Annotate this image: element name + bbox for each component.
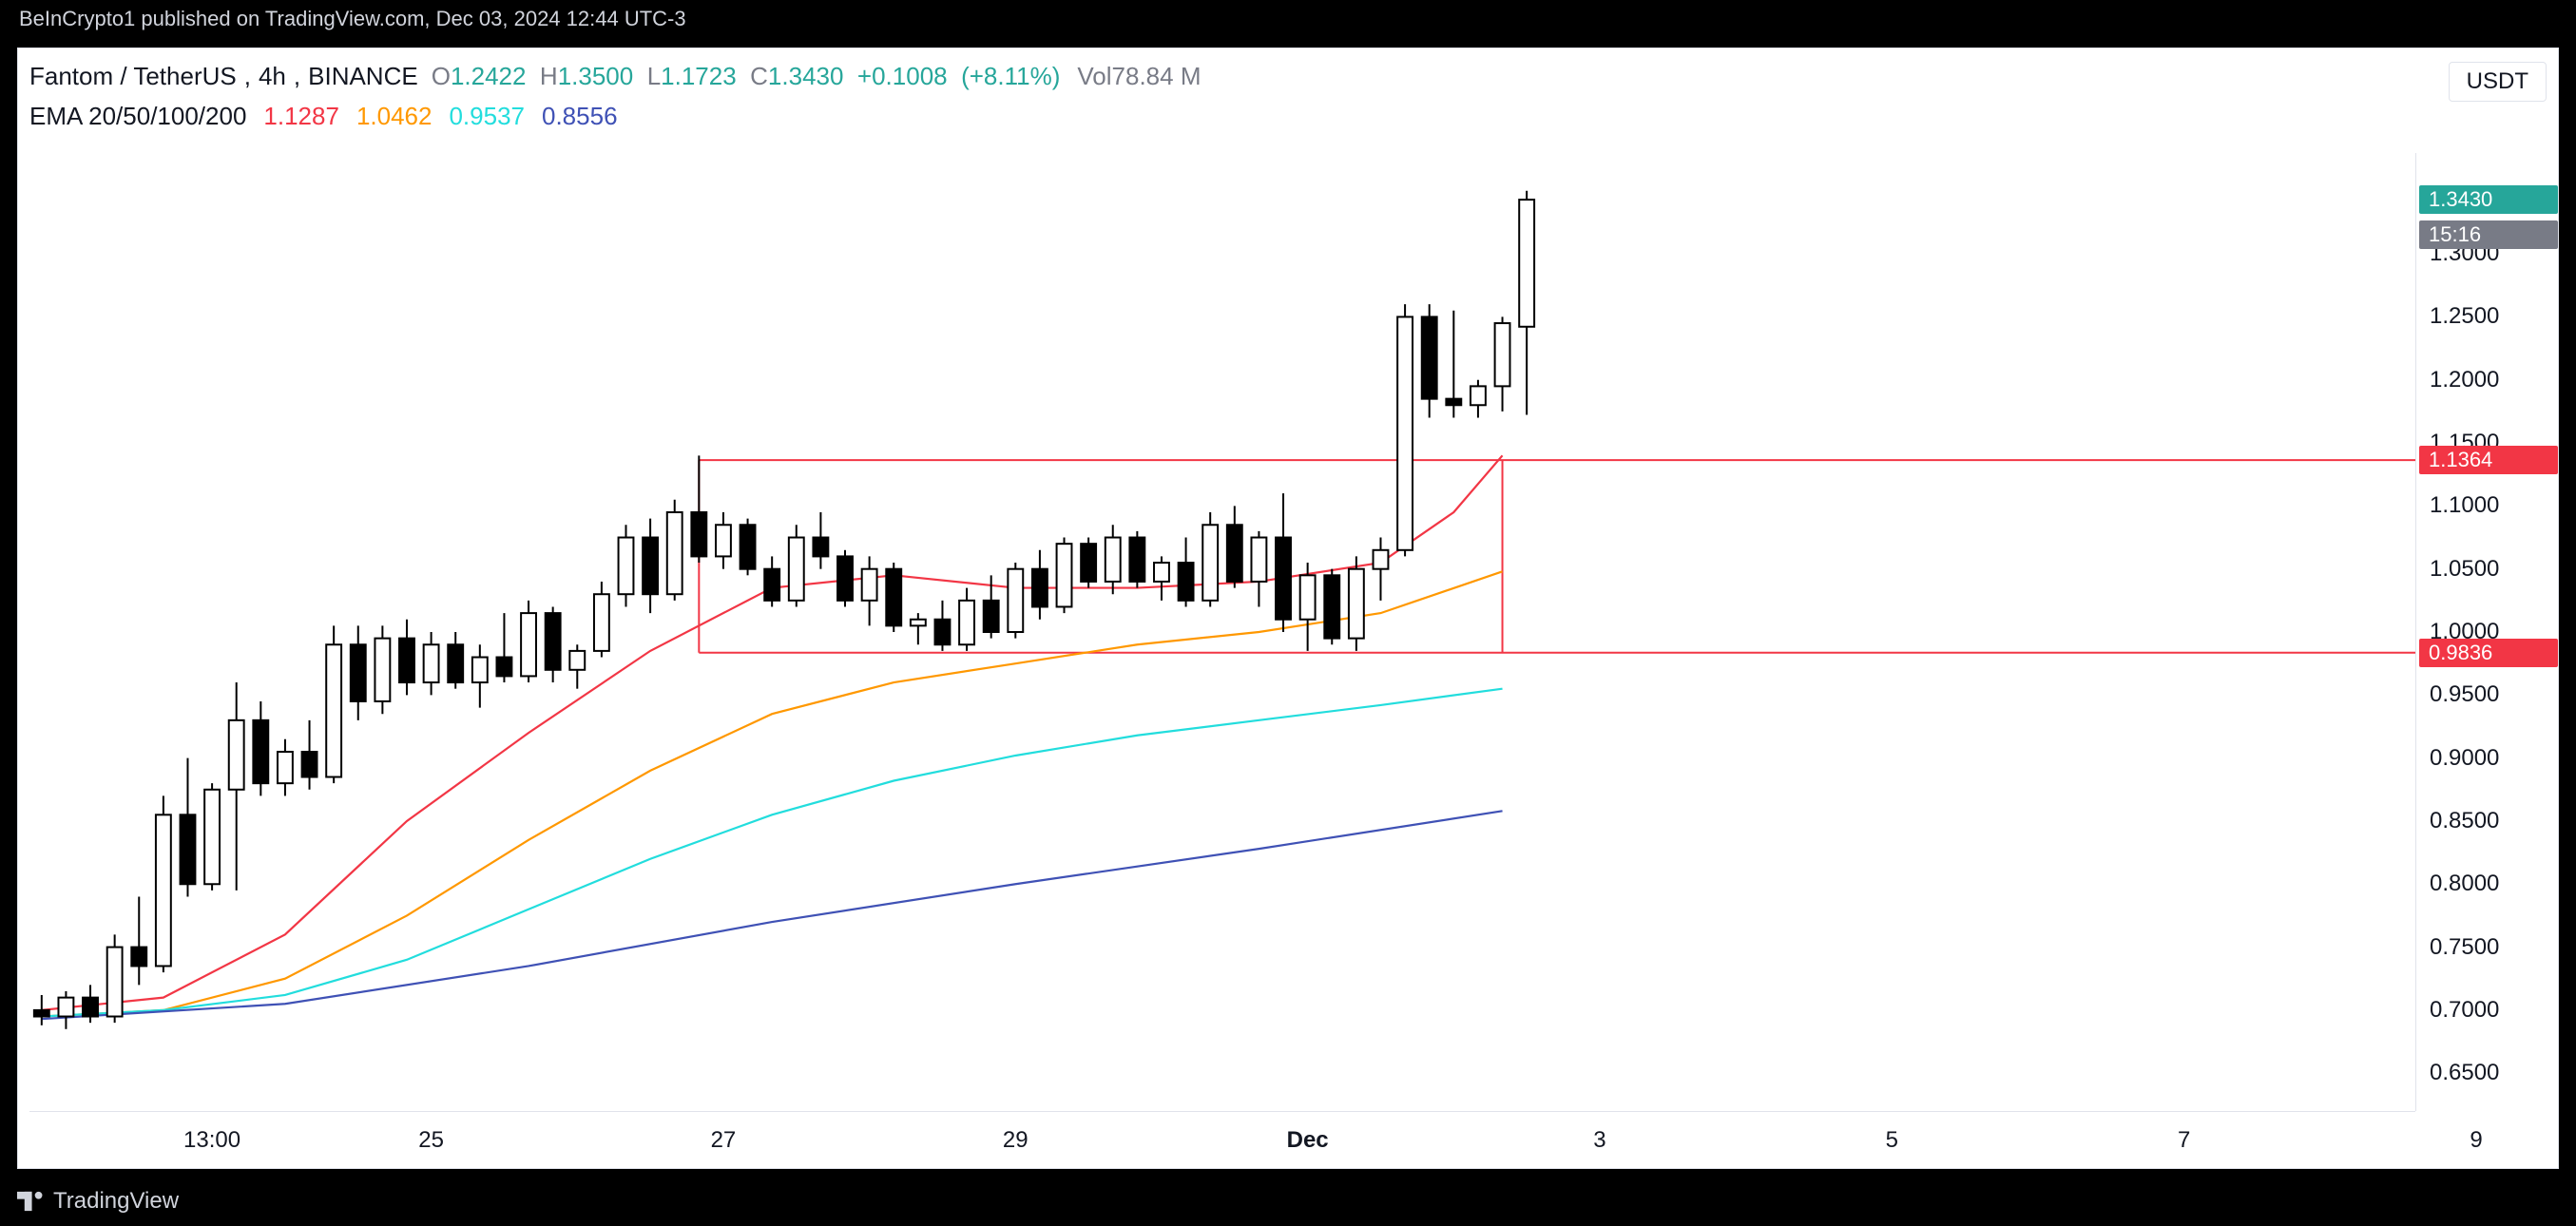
publish-header: BeInCrypto1 published on TradingView.com…: [0, 0, 2576, 38]
interval[interactable]: 4h: [259, 62, 286, 91]
price-tag-current: 1.3430: [2419, 185, 2558, 214]
currency-badge[interactable]: USDT: [2449, 62, 2547, 102]
plot-svg: [29, 153, 2415, 1111]
x-tick: 29: [1003, 1127, 1028, 1154]
volume: Vol78.84 M: [1077, 62, 1201, 91]
y-tick: 0.8500: [2430, 808, 2499, 834]
ema-val-200: 0.8556: [542, 102, 618, 131]
x-tick: Dec: [1287, 1127, 1329, 1154]
footer-brand: TradingView: [53, 1188, 179, 1215]
y-tick: 0.9000: [2430, 745, 2499, 772]
ema-legend: EMA 20/50/100/200 1.1287 1.0462 0.9537 0…: [29, 102, 618, 131]
y-tick: 0.6500: [2430, 1060, 2499, 1086]
y-tick: 1.2500: [2430, 303, 2499, 330]
x-tick: 9: [2470, 1127, 2482, 1154]
x-tick: 25: [418, 1127, 444, 1154]
y-tick: 1.2000: [2430, 367, 2499, 393]
ohlc-change-pct: (+8.11%): [961, 62, 1060, 90]
y-tick: 0.9500: [2430, 681, 2499, 708]
y-tick: 1.1000: [2430, 492, 2499, 519]
plot-area[interactable]: [29, 153, 2415, 1111]
y-tick: 0.8000: [2430, 871, 2499, 897]
publisher: BeInCrypto1: [19, 7, 135, 31]
exchange[interactable]: BINANCE: [308, 62, 418, 91]
ohlc-change: +0.1008: [857, 62, 948, 90]
published-on: published on TradingView.com,: [141, 7, 430, 31]
symbol-name[interactable]: Fantom / TetherUS: [29, 62, 237, 91]
footer: TradingView: [0, 1177, 2576, 1226]
symbol-info-row: Fantom / TetherUS , 4h , BINANCE O1.2422…: [29, 62, 1201, 91]
y-axis[interactable]: 0.6500 0.7000 0.7500 0.8000 0.8500 0.9000 0.95…: [2415, 153, 2558, 1111]
ema-val-20: 1.1287: [263, 102, 339, 131]
volume-value: 78.84 M: [1112, 62, 1201, 90]
x-axis[interactable]: 13:00252729Dec3579: [29, 1111, 2415, 1168]
y-tick: 0.7000: [2430, 997, 2499, 1024]
publish-timestamp: Dec 03, 2024 12:44 UTC-3: [436, 7, 686, 31]
symbol-sep2: ,: [294, 62, 300, 91]
chart-container: Fantom / TetherUS , 4h , BINANCE O1.2422…: [17, 48, 2559, 1169]
ohlc-high: 1.3500: [558, 62, 634, 90]
ema-val-50: 1.0462: [356, 102, 433, 131]
x-tick: 13:00: [183, 1127, 240, 1154]
y-tick: 1.0500: [2430, 556, 2499, 583]
ohlc-close: 1.3430: [768, 62, 844, 90]
price-tag-support: 0.9836: [2419, 639, 2558, 667]
x-tick: 3: [1593, 1127, 1605, 1154]
ohlc-block: O1.2422 H1.3500 L1.1723 C1.3430 +0.1008 …: [432, 62, 1061, 91]
x-tick: 7: [2178, 1127, 2190, 1154]
x-tick: 27: [711, 1127, 737, 1154]
ohlc-low: 1.1723: [661, 62, 737, 90]
price-tag-resistance: 1.1364: [2419, 446, 2558, 474]
y-tick: 0.7500: [2430, 934, 2499, 961]
ohlc-open: 1.2422: [451, 62, 527, 90]
ema-label[interactable]: EMA 20/50/100/200: [29, 102, 246, 131]
ema-val-100: 0.9537: [449, 102, 525, 131]
x-tick: 5: [1886, 1127, 1898, 1154]
price-tag-countdown: 15:16: [2419, 220, 2558, 249]
symbol-sep: ,: [244, 62, 251, 91]
tradingview-logo-icon: [17, 1188, 44, 1215]
